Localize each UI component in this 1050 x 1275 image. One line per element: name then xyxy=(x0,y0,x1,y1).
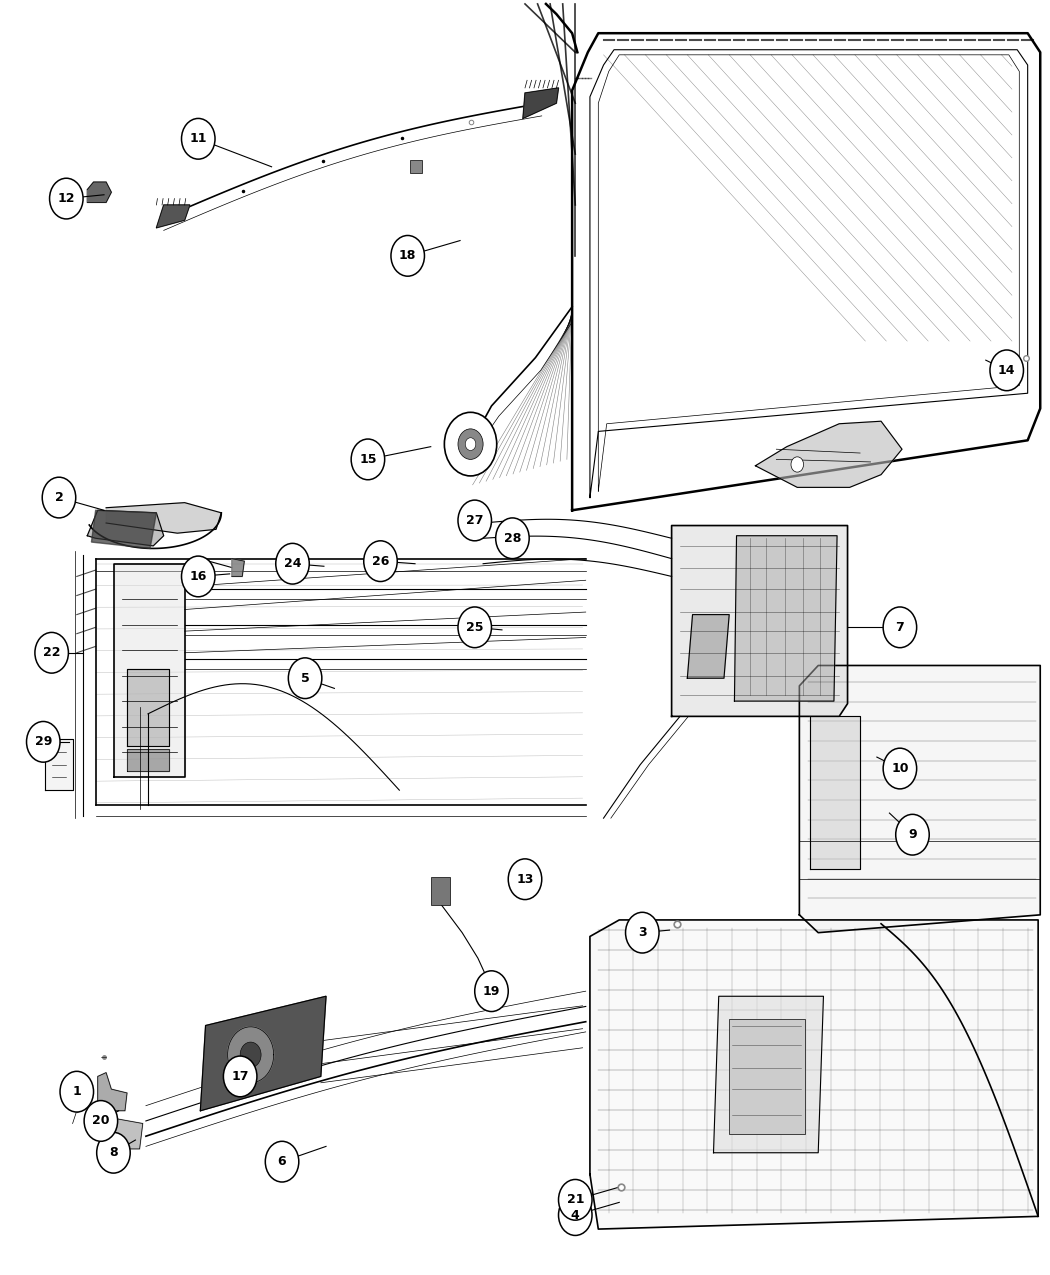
Circle shape xyxy=(97,1132,130,1173)
Text: 1: 1 xyxy=(72,1085,81,1098)
Circle shape xyxy=(26,722,60,762)
Text: 9: 9 xyxy=(908,829,917,842)
Text: 17: 17 xyxy=(231,1070,249,1082)
Bar xyxy=(410,161,422,173)
Text: 22: 22 xyxy=(43,646,61,659)
Text: 29: 29 xyxy=(35,736,51,748)
Polygon shape xyxy=(114,564,185,778)
Circle shape xyxy=(289,658,322,699)
Circle shape xyxy=(896,815,929,856)
Polygon shape xyxy=(87,510,164,546)
Text: 14: 14 xyxy=(998,363,1015,377)
Polygon shape xyxy=(734,536,837,701)
Text: 28: 28 xyxy=(504,532,521,544)
Text: 16: 16 xyxy=(190,570,207,583)
Bar xyxy=(430,877,449,905)
Text: 12: 12 xyxy=(58,193,75,205)
Text: 27: 27 xyxy=(466,514,483,527)
Polygon shape xyxy=(127,750,169,771)
Circle shape xyxy=(458,607,491,648)
Polygon shape xyxy=(201,996,327,1111)
Circle shape xyxy=(990,349,1024,390)
Text: 4: 4 xyxy=(571,1209,580,1221)
Polygon shape xyxy=(45,740,72,790)
Text: 10: 10 xyxy=(891,762,908,775)
Circle shape xyxy=(49,179,83,219)
Polygon shape xyxy=(688,615,729,678)
Text: 2: 2 xyxy=(55,491,63,504)
Circle shape xyxy=(240,1042,261,1067)
Polygon shape xyxy=(127,669,169,746)
Polygon shape xyxy=(590,921,1038,1229)
Text: 24: 24 xyxy=(284,557,301,570)
Text: 20: 20 xyxy=(92,1114,109,1127)
Circle shape xyxy=(496,518,529,558)
Circle shape xyxy=(508,859,542,900)
Circle shape xyxy=(465,437,476,450)
Circle shape xyxy=(559,1179,592,1220)
Text: 18: 18 xyxy=(399,250,417,263)
Text: 21: 21 xyxy=(567,1193,584,1206)
Circle shape xyxy=(559,1195,592,1235)
Circle shape xyxy=(475,970,508,1011)
Polygon shape xyxy=(523,88,559,119)
Text: 25: 25 xyxy=(466,621,483,634)
Circle shape xyxy=(351,439,384,479)
Circle shape xyxy=(42,477,76,518)
Text: 15: 15 xyxy=(359,453,377,465)
Circle shape xyxy=(363,541,397,581)
Text: 11: 11 xyxy=(189,133,207,145)
Text: 26: 26 xyxy=(372,555,390,567)
Text: 13: 13 xyxy=(517,872,533,886)
Text: 7: 7 xyxy=(896,621,904,634)
Polygon shape xyxy=(672,525,847,717)
Text: 8: 8 xyxy=(109,1146,118,1159)
Circle shape xyxy=(883,607,917,648)
Polygon shape xyxy=(87,182,111,203)
Circle shape xyxy=(458,500,491,541)
Circle shape xyxy=(84,1100,118,1141)
Text: 19: 19 xyxy=(483,984,500,997)
Circle shape xyxy=(391,236,424,277)
Polygon shape xyxy=(228,1026,274,1082)
Text: 5: 5 xyxy=(300,672,310,685)
Circle shape xyxy=(182,556,215,597)
Circle shape xyxy=(791,456,803,472)
Polygon shape xyxy=(799,666,1041,932)
Polygon shape xyxy=(232,558,245,576)
Circle shape xyxy=(266,1141,299,1182)
Polygon shape xyxy=(98,1072,127,1111)
Polygon shape xyxy=(156,205,190,228)
Bar xyxy=(478,978,501,996)
Polygon shape xyxy=(714,996,823,1153)
Circle shape xyxy=(60,1071,93,1112)
Circle shape xyxy=(444,412,497,476)
Circle shape xyxy=(182,119,215,159)
Circle shape xyxy=(626,913,659,952)
Polygon shape xyxy=(104,1118,143,1149)
Text: 3: 3 xyxy=(638,926,647,940)
Circle shape xyxy=(224,1056,257,1096)
Circle shape xyxy=(883,748,917,789)
Circle shape xyxy=(276,543,310,584)
Bar xyxy=(729,1019,804,1133)
Circle shape xyxy=(458,428,483,459)
Circle shape xyxy=(35,632,68,673)
Polygon shape xyxy=(91,510,156,548)
Polygon shape xyxy=(755,421,902,487)
Polygon shape xyxy=(106,502,222,533)
Text: 6: 6 xyxy=(278,1155,287,1168)
Polygon shape xyxy=(810,717,860,870)
